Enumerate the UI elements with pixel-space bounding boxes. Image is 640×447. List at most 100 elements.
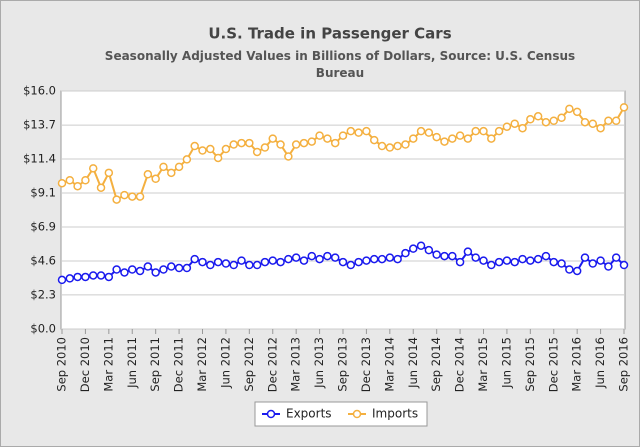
point [245, 138, 254, 148]
point [487, 134, 496, 143]
x-tick-label: Dec 2013 [359, 337, 373, 392]
point [518, 123, 527, 133]
x-tick-label: Dec 2012 [265, 337, 279, 392]
point [143, 262, 153, 271]
point [565, 265, 574, 274]
point [104, 168, 114, 178]
point [81, 272, 90, 282]
point [73, 272, 82, 282]
point [135, 192, 145, 201]
point [260, 143, 270, 152]
point [128, 265, 137, 274]
point [330, 138, 340, 148]
point [502, 122, 512, 131]
point [151, 268, 160, 277]
point [213, 153, 223, 163]
x-tick-label: Sep 2011 [148, 337, 162, 392]
point [510, 257, 519, 267]
x-tick-label: Mar 2011 [101, 337, 115, 392]
chart-subtitle: Seasonally Adjusted Values in Billions o… [105, 49, 575, 80]
x-tick-label: Jun 2015 [499, 337, 513, 389]
point [252, 260, 262, 270]
point [596, 123, 605, 133]
x-tick-label: Jun 2013 [312, 337, 326, 389]
point [88, 271, 98, 280]
point [533, 254, 543, 264]
y-tick-label: $4.6 [30, 254, 56, 268]
x-tick-label: Sep 2016 [617, 337, 631, 392]
point [323, 251, 332, 261]
point [159, 265, 168, 274]
point [57, 275, 67, 285]
point [112, 265, 121, 274]
point [448, 251, 457, 261]
point [128, 192, 137, 201]
point [424, 245, 434, 255]
x-tick-label: Dec 2014 [453, 337, 467, 392]
point [167, 168, 176, 178]
x-tick-label: Sep 2013 [336, 337, 350, 392]
point [315, 131, 324, 140]
point [73, 181, 82, 191]
point [416, 126, 426, 136]
point [81, 176, 90, 185]
point [252, 147, 262, 157]
point [526, 115, 535, 124]
point [377, 254, 387, 264]
point [307, 137, 317, 146]
point [557, 113, 566, 123]
point [221, 259, 231, 268]
point [354, 128, 363, 137]
point [338, 131, 348, 140]
point [565, 104, 574, 114]
point [229, 260, 238, 270]
point [377, 141, 387, 151]
point [112, 195, 121, 204]
point [471, 253, 480, 262]
point [237, 138, 246, 148]
point [432, 132, 441, 142]
x-tick-label: Mar 2014 [382, 337, 396, 392]
point [260, 257, 270, 267]
point [315, 254, 324, 264]
point [541, 117, 551, 127]
point [174, 263, 184, 273]
x-tick-label: Mar 2012 [195, 337, 209, 392]
point [221, 144, 231, 154]
point [88, 164, 98, 173]
point [284, 254, 293, 264]
point [369, 254, 379, 264]
point [213, 257, 223, 267]
point [416, 241, 426, 250]
point [346, 260, 356, 270]
point [440, 137, 449, 146]
point [291, 253, 301, 262]
point [190, 254, 199, 264]
y-tick-label: $16.0 [23, 84, 56, 98]
point [354, 257, 363, 267]
x-tick-label: Jun 2014 [406, 337, 420, 389]
point [346, 126, 356, 136]
point [120, 268, 129, 277]
point [619, 103, 629, 112]
point [96, 183, 106, 192]
point [463, 134, 473, 143]
point [393, 254, 402, 264]
point [167, 262, 176, 271]
point [299, 138, 309, 148]
point [518, 254, 527, 264]
point [541, 251, 551, 261]
legend-label: Exports [286, 407, 332, 421]
x-tick-label: Sep 2010 [55, 337, 69, 392]
x-tick-label: Sep 2012 [242, 337, 256, 392]
point [619, 260, 629, 270]
point [401, 248, 410, 258]
point [198, 146, 207, 155]
point [276, 140, 285, 149]
point [502, 256, 512, 265]
point [291, 140, 301, 149]
x-tick-label: Jun 2012 [218, 337, 232, 389]
point [611, 116, 621, 125]
x-tick-label: Sep 2015 [523, 337, 537, 392]
